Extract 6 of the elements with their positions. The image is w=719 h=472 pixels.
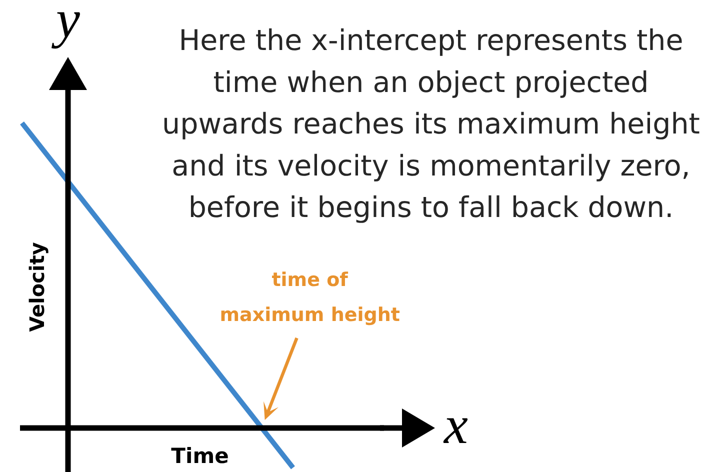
x-axis-title: Time bbox=[171, 444, 229, 468]
text: x bbox=[443, 395, 468, 455]
annotation: Here the x-intercept represents the time when an object projected upwards reaches its maximum height and its velocity is momentarily zero, before it begins to fall back down. bbox=[162, 24, 700, 224]
annotation: time of maximum height bbox=[220, 269, 400, 326]
y-axis-title: Velocity bbox=[25, 242, 49, 332]
text: y bbox=[51, 0, 80, 49]
